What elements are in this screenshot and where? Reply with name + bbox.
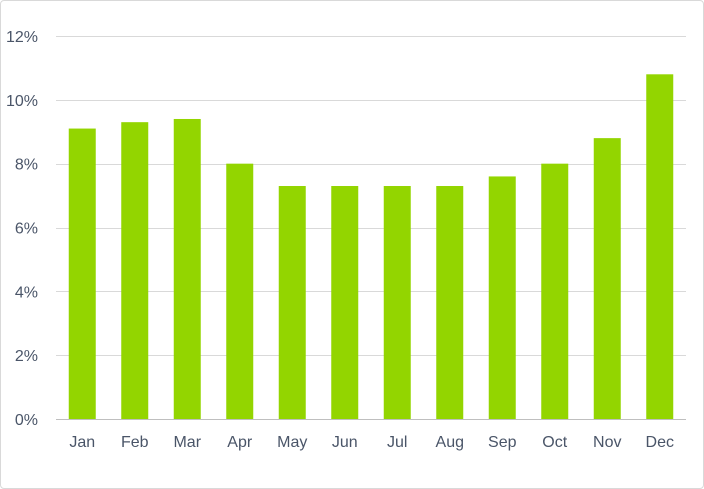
- x-tick-label: Nov: [593, 434, 621, 451]
- bar-dec: [646, 74, 674, 420]
- x-tick-label: Aug: [436, 434, 464, 451]
- bar-apr: [226, 163, 254, 419]
- bar-layer: [68, 74, 674, 420]
- y-tick-label: 8%: [15, 157, 38, 174]
- bar-nov: [593, 138, 621, 419]
- bar-mar: [173, 118, 201, 419]
- bar-aug: [436, 186, 464, 419]
- y-tick-label: 12%: [6, 29, 38, 46]
- x-tick-label: May: [277, 434, 307, 451]
- y-tick-label: 0%: [15, 412, 38, 429]
- grid-layer: [56, 36, 686, 420]
- bar-feb: [121, 122, 149, 420]
- y-axis-ticks: 0% 2% 4% 6% 8% 10% 12%: [6, 29, 38, 429]
- bar-oct: [541, 163, 569, 419]
- bar-jun: [331, 186, 359, 419]
- bar-jan: [68, 128, 96, 419]
- x-tick-label: Jul: [387, 434, 407, 451]
- x-tick-label: Jun: [332, 434, 358, 451]
- bar-sep: [488, 176, 516, 419]
- x-tick-label: Oct: [542, 434, 567, 451]
- x-tick-label: Sep: [488, 434, 517, 451]
- y-tick-label: 2%: [15, 348, 38, 365]
- bar-jul: [383, 186, 411, 419]
- x-axis-ticks: Jan Feb Mar Apr May Jun Jul Aug Sep Oct Nov Dec: [69, 434, 674, 451]
- x-tick-label: Jan: [69, 434, 95, 451]
- y-tick-label: 6%: [15, 221, 38, 238]
- y-tick-label: 10%: [6, 93, 38, 110]
- x-tick-label: Mar: [173, 434, 201, 451]
- x-tick-label: Dec: [646, 434, 674, 451]
- bar-may: [278, 186, 306, 419]
- x-tick-label: Feb: [121, 434, 149, 451]
- y-tick-label: 4%: [15, 284, 38, 301]
- x-tick-label: Apr: [227, 434, 253, 451]
